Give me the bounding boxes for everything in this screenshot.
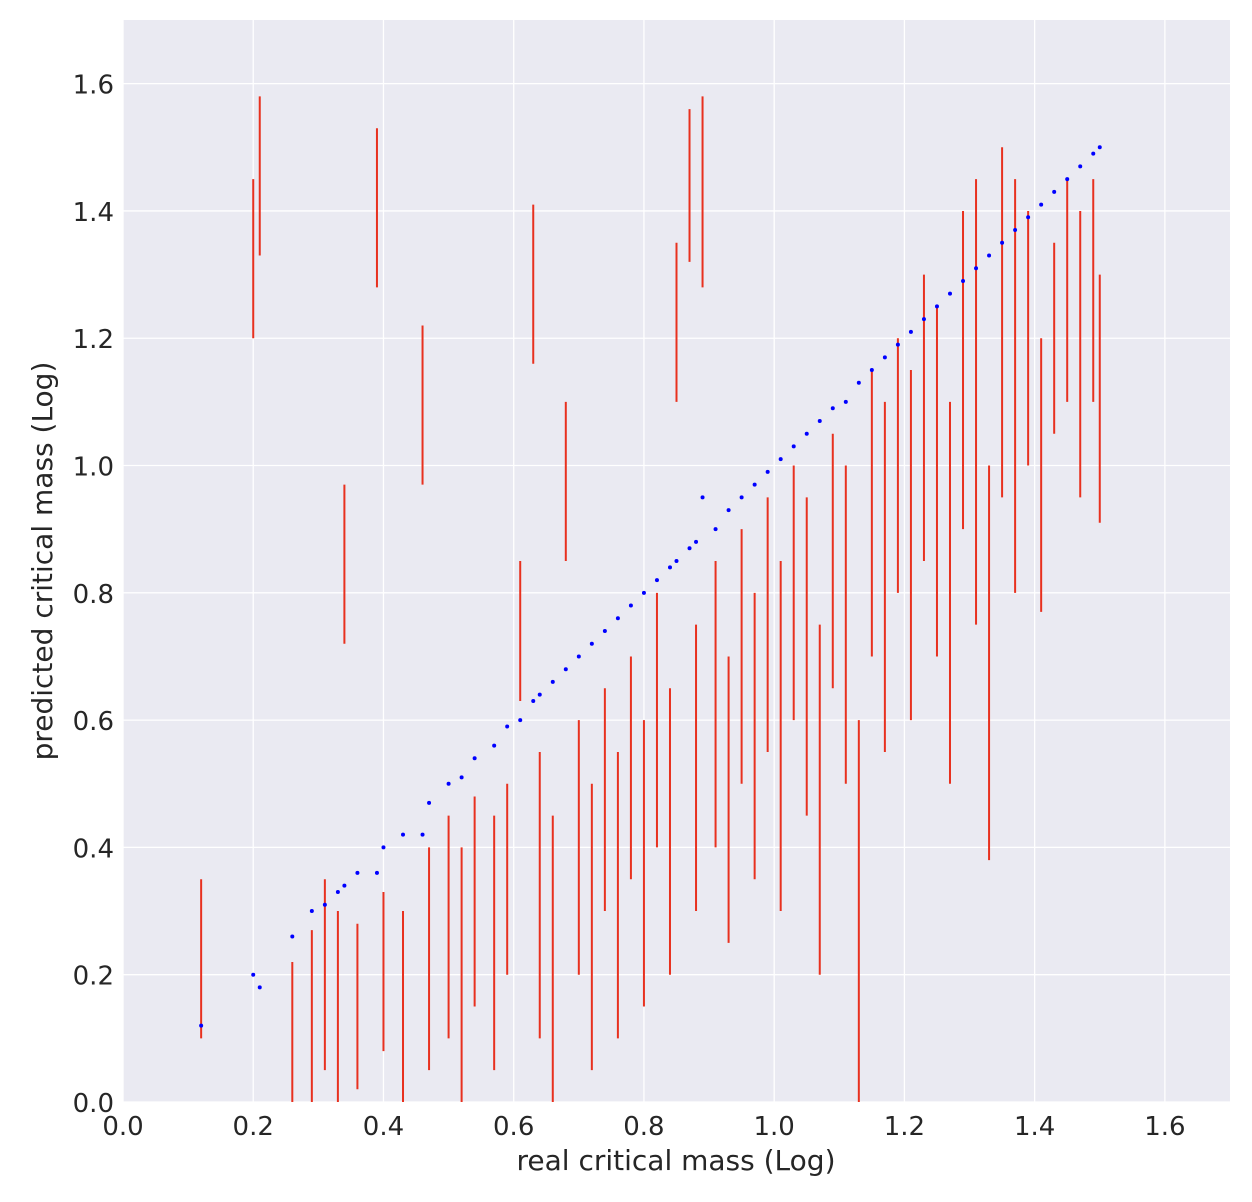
point (1078, 164, 1083, 169)
x-axis-label: real critical mass (Log) (516, 1144, 835, 1177)
y-tick-label: 0.2 (73, 962, 114, 992)
point (778, 457, 783, 462)
x-tick-label: 1.0 (753, 1112, 794, 1142)
point (290, 934, 295, 939)
point (257, 985, 262, 990)
point (335, 889, 340, 894)
point (615, 616, 620, 621)
point (1026, 215, 1031, 220)
point (537, 692, 542, 697)
point (921, 317, 926, 322)
point (830, 406, 835, 411)
point (654, 578, 659, 583)
point (472, 756, 477, 761)
point (563, 667, 568, 672)
point (628, 603, 633, 608)
point (752, 482, 757, 487)
point (1039, 202, 1044, 207)
point (550, 679, 555, 684)
point (694, 539, 699, 544)
point (427, 800, 432, 805)
point (739, 495, 744, 500)
point (505, 724, 510, 729)
point (531, 699, 536, 704)
point (817, 418, 822, 423)
point (974, 266, 979, 271)
x-tick-label: 0.0 (102, 1112, 143, 1142)
point (713, 527, 718, 532)
y-tick-label: 0.8 (73, 580, 114, 610)
point (342, 883, 347, 888)
point (987, 253, 992, 258)
x-tick-label: 0.8 (623, 1112, 664, 1142)
x-tick-label: 1.6 (1144, 1112, 1185, 1142)
point (459, 775, 464, 780)
point (934, 304, 939, 309)
point (895, 342, 900, 347)
point (961, 278, 966, 283)
point (602, 629, 607, 634)
point (1013, 228, 1018, 233)
point (1091, 151, 1096, 156)
point (355, 870, 360, 875)
point (641, 590, 646, 595)
y-tick-label: 1.6 (73, 71, 114, 101)
point (1097, 145, 1102, 150)
point (843, 399, 848, 404)
point (401, 832, 406, 837)
point (700, 495, 705, 500)
point (374, 870, 379, 875)
point (908, 329, 913, 334)
point (199, 1023, 204, 1028)
point (420, 832, 425, 837)
y-axis-label: predicted critical mass (Log) (26, 362, 59, 761)
point (674, 559, 679, 563)
point (765, 469, 770, 474)
point (1065, 177, 1070, 182)
point (309, 909, 314, 914)
point (856, 380, 861, 385)
x-tick-label: 1.2 (884, 1112, 925, 1142)
point (322, 902, 327, 907)
point (492, 743, 497, 748)
x-tick-label: 0.4 (363, 1112, 404, 1142)
point (1000, 240, 1005, 245)
point (576, 654, 581, 659)
y-tick-label: 0.0 (73, 1089, 114, 1119)
y-tick-label: 0.4 (73, 834, 114, 864)
y-tick-label: 0.6 (73, 707, 114, 737)
point (726, 508, 731, 513)
x-tick-label: 0.6 (493, 1112, 534, 1142)
point (791, 444, 796, 449)
point (251, 972, 256, 977)
point (869, 368, 874, 373)
y-tick-label: 1.4 (73, 198, 114, 228)
x-tick-label: 1.4 (1014, 1112, 1055, 1142)
point (518, 718, 523, 723)
point (446, 781, 451, 786)
point (882, 355, 887, 360)
point (804, 431, 809, 436)
y-tick-label: 1.0 (73, 453, 114, 483)
point (589, 641, 594, 646)
point (947, 291, 952, 296)
y-tick-label: 1.2 (73, 325, 114, 355)
point (687, 546, 692, 551)
point (381, 845, 386, 850)
point (667, 565, 672, 570)
point (1052, 189, 1057, 194)
x-tick-label: 0.2 (233, 1112, 274, 1142)
